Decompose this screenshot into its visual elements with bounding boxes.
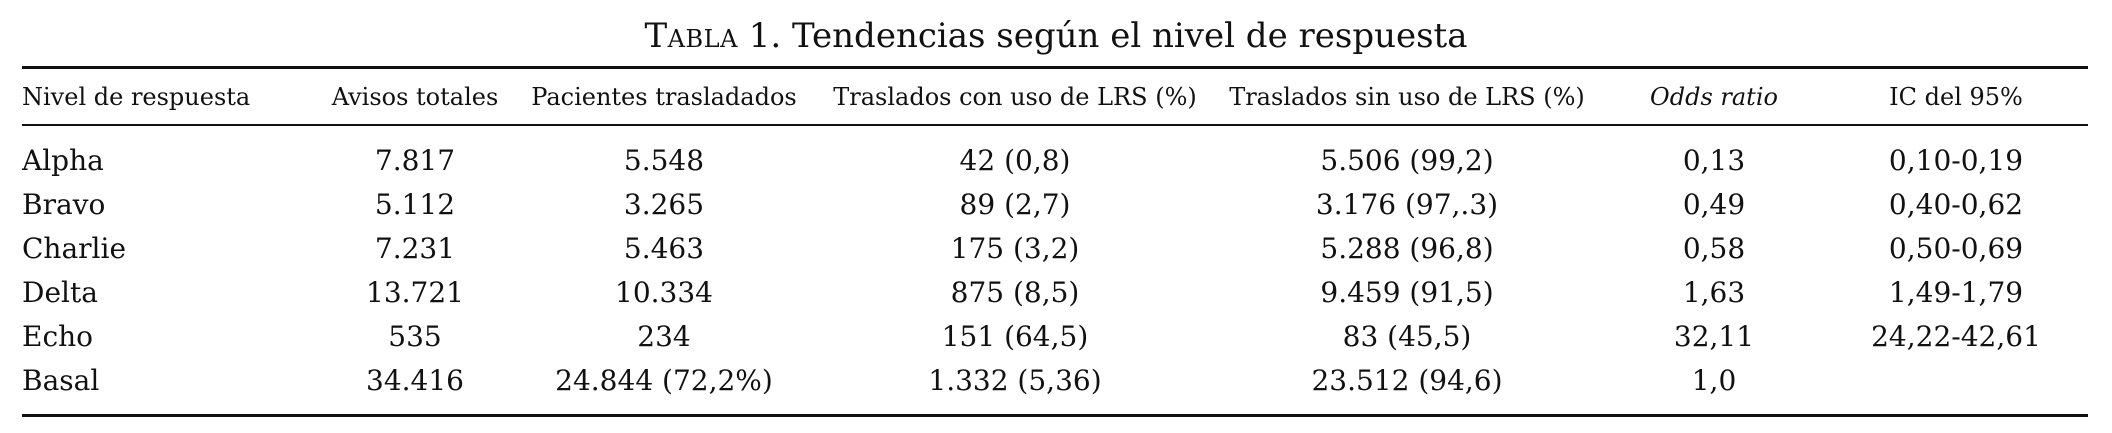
header-row: Nivel de respuesta Avisos totales Pacien… xyxy=(22,70,2088,124)
cell-sin-lrs: 23.512 (94,6) xyxy=(1311,363,1503,397)
header-pacientes: Pacientes trasladados xyxy=(531,83,797,111)
cell-odds-ratio: 1,63 xyxy=(1682,275,1746,309)
header-avisos: Avisos totales xyxy=(331,83,499,111)
table-caption: Tabla 1. Tendencias según el nivel de re… xyxy=(0,14,2112,58)
cell-avisos: 7.817 xyxy=(374,143,456,177)
cell-odds-ratio: 0,13 xyxy=(1682,143,1746,177)
cell-nivel: Echo xyxy=(22,319,94,353)
header-sin-lrs: Traslados sin uso de LRS (%) xyxy=(1229,83,1585,111)
cell-odds-ratio: 1,0 xyxy=(1691,363,1737,397)
cell-sin-lrs: 5.506 (99,2) xyxy=(1320,143,1494,177)
cell-ic: 0,40-0,62 xyxy=(1888,187,2024,221)
cell-pacientes: 5.463 xyxy=(623,231,705,265)
cell-sin-lrs: 9.459 (91,5) xyxy=(1320,275,1494,309)
table-row: Alpha 7.817 5.548 42 (0,8) 5.506 (99,2) … xyxy=(22,138,2088,182)
cell-pacientes: 234 xyxy=(637,319,691,353)
cell-avisos: 5.112 xyxy=(374,187,456,221)
response-level-table: Nivel de respuesta Avisos totales Pacien… xyxy=(22,70,2088,402)
caption-label: Tabla xyxy=(644,16,738,56)
cell-avisos: 13.721 xyxy=(366,275,464,309)
header-ic: IC del 95% xyxy=(1889,83,2023,111)
top-rule xyxy=(22,66,2088,69)
cell-ic: 1,49-1,79 xyxy=(1888,275,2024,309)
cell-avisos: 34.416 xyxy=(366,363,464,397)
caption-number: 1. xyxy=(748,16,782,56)
cell-con-lrs: 89 (2,7) xyxy=(959,187,1071,221)
cell-nivel: Basal xyxy=(22,363,100,397)
cell-odds-ratio: 0,49 xyxy=(1682,187,1746,221)
header-odds-ratio: Odds ratio xyxy=(1650,83,1778,111)
cell-avisos: 535 xyxy=(388,319,442,353)
cell-sin-lrs: 3.176 (97,.3) xyxy=(1315,187,1499,221)
header-rule xyxy=(22,124,2088,126)
cell-avisos: 7.231 xyxy=(374,231,456,265)
cell-con-lrs: 175 (3,2) xyxy=(950,231,1080,265)
table-row: Echo 535 234 151 (64,5) 83 (45,5) 32,11 … xyxy=(22,314,2088,358)
table-row: Delta 13.721 10.334 875 (8,5) 9.459 (91,… xyxy=(22,270,2088,314)
cell-nivel: Alpha xyxy=(22,143,104,177)
bottom-rule xyxy=(22,414,2088,417)
cell-pacientes: 24.844 (72,2%) xyxy=(555,363,773,397)
cell-ic: 24,22-42,61 xyxy=(1871,319,2041,353)
cell-sin-lrs: 5.288 (96,8) xyxy=(1320,231,1494,265)
cell-ic: 0,10-0,19 xyxy=(1888,143,2024,177)
table-row: Charlie 7.231 5.463 175 (3,2) 5.288 (96,… xyxy=(22,226,2088,270)
cell-pacientes: 10.334 xyxy=(615,275,713,309)
cell-pacientes: 5.548 xyxy=(623,143,705,177)
cell-ic: 0,50-0,69 xyxy=(1888,231,2024,265)
cell-odds-ratio: 32,11 xyxy=(1673,319,1755,353)
cell-nivel: Charlie xyxy=(22,231,127,265)
header-nivel: Nivel de respuesta xyxy=(22,83,251,111)
caption-title: Tendencias según el nivel de respuesta xyxy=(792,16,1468,56)
header-con-lrs: Traslados con uso de LRS (%) xyxy=(833,83,1197,111)
cell-odds-ratio: 0,58 xyxy=(1682,231,1746,265)
cell-nivel: Bravo xyxy=(22,187,106,221)
cell-nivel: Delta xyxy=(22,275,98,309)
table-row: Bravo 5.112 3.265 89 (2,7) 3.176 (97,.3)… xyxy=(22,182,2088,226)
cell-con-lrs: 875 (8,5) xyxy=(950,275,1080,309)
cell-con-lrs: 42 (0,8) xyxy=(959,143,1071,177)
cell-pacientes: 3.265 xyxy=(623,187,705,221)
cell-con-lrs: 151 (64,5) xyxy=(941,319,1089,353)
cell-con-lrs: 1.332 (5,36) xyxy=(928,363,1102,397)
cell-sin-lrs: 83 (45,5) xyxy=(1342,319,1472,353)
cell-ic xyxy=(1824,358,2088,402)
table-row: Basal 34.416 24.844 (72,2%) 1.332 (5,36)… xyxy=(22,358,2088,402)
